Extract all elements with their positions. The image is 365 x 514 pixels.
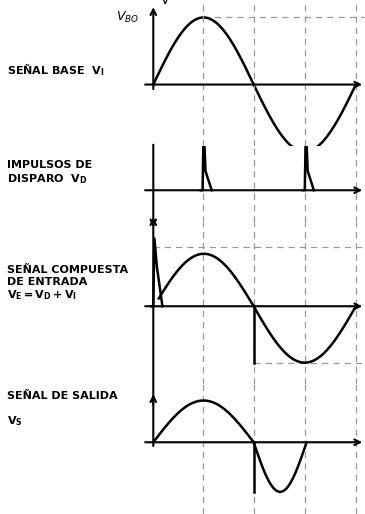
Text: SEÑAL COMPUESTA
DE ENTRADA
$\mathbf{V_E = V_D + V_I}$: SEÑAL COMPUESTA DE ENTRADA $\mathbf{V_E … <box>7 265 128 302</box>
Text: SEÑAL BASE  $\mathbf{V_I}$: SEÑAL BASE $\mathbf{V_I}$ <box>7 62 105 78</box>
Text: SEÑAL DE SALIDA

$\mathbf{V_S}$: SEÑAL DE SALIDA $\mathbf{V_S}$ <box>7 391 118 428</box>
Text: IMPULSOS DE
DISPARO  $\mathbf{V_D}$: IMPULSOS DE DISPARO $\mathbf{V_D}$ <box>7 160 93 186</box>
Text: $V_{BO}$: $V_{BO}$ <box>116 10 139 25</box>
Text: V: V <box>161 0 169 7</box>
